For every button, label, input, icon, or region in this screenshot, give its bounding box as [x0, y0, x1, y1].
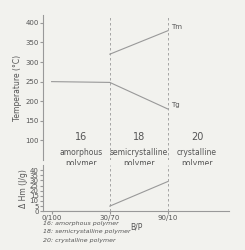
Text: 16: amorphous polymer: 16: amorphous polymer — [43, 221, 119, 226]
Text: amorphous
polymer: amorphous polymer — [59, 148, 102, 168]
Text: 18: semicrystalline polymer: 18: semicrystalline polymer — [43, 230, 131, 234]
Text: Tm: Tm — [172, 24, 183, 30]
Text: crystalline
polymer: crystalline polymer — [177, 148, 217, 168]
Text: 20: crystalline polymer: 20: crystalline polymer — [43, 238, 115, 243]
Text: 16: 16 — [74, 132, 87, 142]
Y-axis label: Temperature (°C): Temperature (°C) — [13, 54, 23, 120]
X-axis label: B/P: B/P — [130, 223, 142, 232]
Text: Tg: Tg — [172, 102, 180, 108]
Text: 18: 18 — [133, 132, 145, 142]
Text: semicrystalline
polymer: semicrystalline polymer — [110, 148, 168, 168]
Y-axis label: Δ Hm (J/g): Δ Hm (J/g) — [19, 169, 28, 207]
Text: 20: 20 — [191, 132, 203, 142]
